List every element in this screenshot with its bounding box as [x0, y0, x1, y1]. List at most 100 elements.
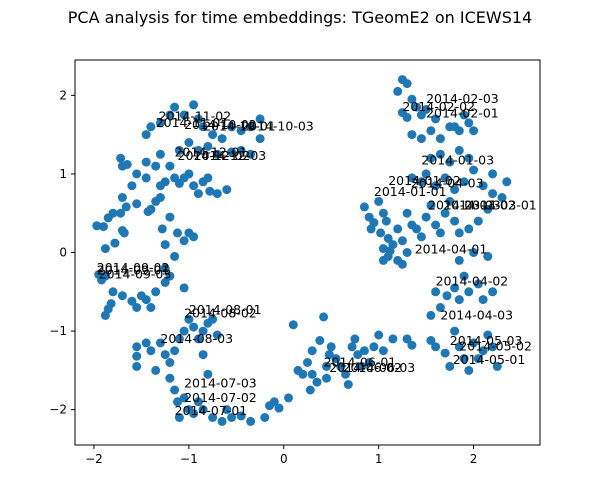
- x-tick-label: 1: [375, 452, 383, 466]
- data-point: [198, 326, 208, 336]
- data-point: [464, 153, 474, 163]
- data-point: [255, 114, 265, 124]
- data-point: [378, 346, 388, 356]
- data-point: [184, 169, 194, 179]
- data-point: [431, 181, 441, 191]
- data-point: [426, 153, 436, 163]
- data-point: [127, 181, 137, 191]
- data-point: [246, 149, 256, 159]
- data-point: [378, 244, 388, 254]
- data-point: [146, 346, 156, 356]
- data-point: [165, 110, 175, 120]
- data-point: [108, 287, 118, 297]
- data-point: [174, 145, 184, 155]
- data-point: [146, 204, 156, 214]
- data-point: [454, 228, 464, 238]
- data-point: [165, 271, 175, 281]
- data-point: [341, 369, 350, 379]
- data-point: [160, 263, 170, 273]
- data-point: [117, 226, 127, 235]
- data-point: [179, 393, 189, 403]
- data-point: [397, 108, 407, 118]
- data-point: [260, 413, 270, 422]
- y-tick-label: 2: [59, 88, 67, 102]
- data-point: [132, 169, 142, 179]
- data-point: [189, 409, 199, 419]
- x-tick-label: 2: [470, 452, 478, 466]
- data-point: [151, 365, 161, 375]
- data-point: [450, 185, 460, 195]
- data-point: [203, 369, 213, 379]
- point-annotation: 2014-12-03: [194, 148, 267, 163]
- data-point: [412, 102, 422, 112]
- data-point: [155, 338, 165, 348]
- data-point: [464, 287, 474, 297]
- data-point: [378, 208, 388, 218]
- data-point: [416, 232, 426, 242]
- data-point: [100, 271, 110, 281]
- point-annotation: 2014-04-03: [411, 175, 484, 190]
- data-point: [483, 204, 493, 214]
- data-point: [92, 221, 102, 231]
- data-point: [141, 338, 151, 348]
- data-point: [179, 236, 189, 246]
- points-layer: [92, 75, 512, 426]
- data-point: [445, 196, 455, 206]
- data-point: [303, 358, 312, 367]
- data-point: [383, 251, 393, 261]
- data-point: [492, 361, 502, 371]
- data-point: [431, 114, 441, 124]
- data-point: [435, 303, 445, 312]
- point-annotation: 2014-08-02: [184, 306, 257, 321]
- data-point: [155, 118, 165, 128]
- data-point: [141, 173, 151, 183]
- point-annotation: 2014-01-02: [388, 173, 461, 188]
- data-point: [407, 130, 417, 140]
- y-tick-label: −1: [49, 324, 67, 338]
- data-point: [315, 336, 325, 345]
- data-point: [364, 358, 374, 367]
- data-point: [347, 342, 357, 352]
- point-annotation: 2014-04-02: [436, 274, 509, 289]
- data-point: [353, 350, 363, 360]
- data-point: [255, 134, 265, 144]
- data-point: [146, 122, 156, 132]
- data-point: [319, 312, 329, 322]
- data-point: [483, 251, 493, 261]
- data-point: [236, 145, 246, 155]
- data-point: [170, 251, 180, 261]
- point-annotation: 2014-03-01: [464, 197, 537, 212]
- data-point: [473, 216, 483, 226]
- data-point: [426, 126, 436, 136]
- point-annotation: 2014-06-01: [324, 354, 397, 369]
- data-point: [473, 279, 483, 289]
- data-point: [336, 361, 346, 371]
- point-annotation: 2014-10-01: [203, 119, 276, 134]
- data-point: [312, 377, 322, 387]
- data-point: [298, 369, 308, 379]
- data-point: [483, 330, 493, 340]
- data-point: [222, 185, 232, 195]
- data-point: [450, 122, 460, 132]
- data-point: [488, 287, 498, 297]
- data-point: [173, 397, 182, 407]
- point-annotation: 2014-09-03: [99, 266, 172, 281]
- data-point: [445, 157, 455, 167]
- data-point: [227, 413, 237, 422]
- data-point: [170, 346, 180, 356]
- point-annotation: 2014-03-03: [428, 197, 501, 212]
- x-axis: −2 −1 0 1 2: [85, 445, 477, 466]
- y-tick-label: −2: [49, 403, 67, 417]
- data-point: [421, 169, 431, 179]
- data-point: [478, 181, 488, 191]
- data-point: [431, 342, 441, 352]
- data-point: [160, 350, 170, 360]
- point-annotation: 2014-05-03: [450, 333, 523, 348]
- data-point: [165, 358, 175, 367]
- data-point: [388, 334, 398, 344]
- data-point: [450, 326, 460, 336]
- data-point: [350, 334, 360, 344]
- data-point: [454, 255, 464, 265]
- data-point: [127, 296, 137, 306]
